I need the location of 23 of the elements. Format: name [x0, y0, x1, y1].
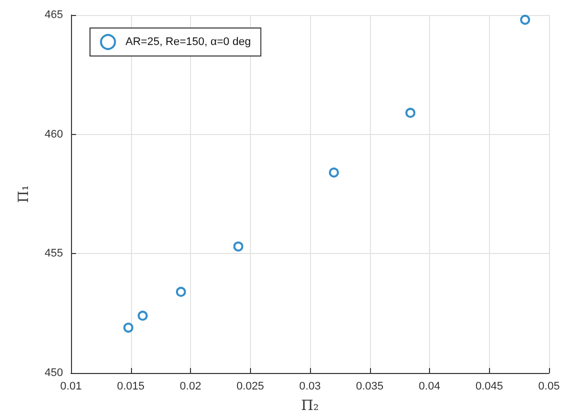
x-tick-label: 0.02 — [180, 380, 202, 392]
y-axis-title: Π₁ — [16, 185, 32, 203]
point — [138, 310, 148, 321]
point — [233, 242, 244, 252]
point — [123, 322, 134, 333]
x-tick-label: 0.05 — [538, 380, 560, 392]
x-axis-title: Π₂ — [301, 398, 319, 414]
y-tick-label: 455 — [44, 248, 63, 260]
point — [328, 168, 339, 178]
x-tick-label: 0.045 — [475, 380, 504, 392]
x-tick-label: 0.025 — [236, 380, 264, 392]
y-tick-label: 465 — [44, 9, 63, 21]
point — [176, 286, 186, 297]
x-tick-label: 0.03 — [299, 380, 321, 392]
legend-label: AR=25, Re=150, α=0 deg — [126, 36, 251, 48]
point — [405, 108, 416, 118]
x-tick-label: 0.01 — [60, 380, 82, 392]
x-tick-label: 0.035 — [356, 380, 384, 392]
x-tick-label: 0.04 — [418, 380, 440, 392]
x-tick-label: 0.015 — [116, 380, 145, 392]
y-tick-label: 450 — [44, 367, 63, 379]
y-tick-label: 460 — [44, 128, 63, 140]
point — [520, 14, 530, 25]
